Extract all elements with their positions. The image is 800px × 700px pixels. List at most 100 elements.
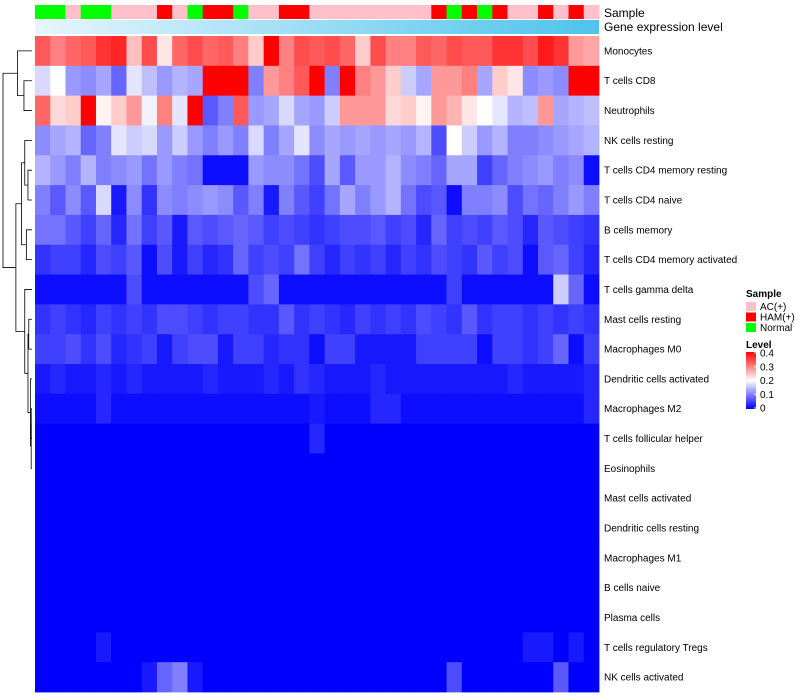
heatmap-cell (248, 214, 265, 246)
heatmap-cell (50, 453, 66, 484)
heatmap-cell (446, 453, 463, 484)
heatmap-cell (355, 274, 371, 305)
sample-legend-swatch (746, 323, 756, 332)
heatmap-cell (553, 304, 569, 335)
heatmap-cell (431, 483, 447, 514)
heatmap-cell (400, 393, 417, 425)
heatmap-cell (568, 214, 585, 246)
heatmap-cell (446, 334, 463, 365)
expression-level-bar (35, 20, 599, 34)
heatmap-cell (431, 513, 447, 544)
heatmap-cell (263, 453, 280, 484)
heatmap-cell (522, 95, 539, 126)
heatmap-cell (248, 274, 265, 305)
heatmap-cell (507, 214, 524, 246)
heatmap-cell (202, 602, 219, 633)
heatmap-cell (324, 214, 341, 246)
heatmap-cell (156, 36, 173, 67)
heatmap-cell (141, 453, 158, 484)
heatmap-cell (111, 393, 127, 425)
sample-annotation-cell (538, 5, 554, 19)
heatmap-cell (400, 513, 417, 544)
heatmap-cell (538, 483, 554, 514)
heatmap-cell (172, 513, 188, 544)
heatmap-cell (583, 393, 600, 425)
heatmap-cell (461, 244, 478, 275)
heatmap-cell (431, 155, 447, 186)
heatmap-cell (141, 364, 158, 395)
heatmap-cell (35, 185, 51, 216)
heatmap-cell (156, 364, 173, 395)
heatmap-cell (339, 65, 356, 97)
heatmap-cell (95, 36, 112, 67)
heatmap-cell (431, 364, 447, 395)
heatmap-cell (492, 632, 508, 663)
heatmap-cell (294, 155, 310, 186)
heatmap-cell (568, 95, 585, 126)
heatmap-cell (446, 632, 463, 663)
level-tick-label: 0 (760, 404, 766, 415)
heatmap-cell (492, 304, 508, 335)
heatmap-cell (568, 244, 585, 275)
heatmap-cell (568, 364, 585, 395)
heatmap-cell (111, 632, 127, 663)
sample-annotation-cell (309, 5, 326, 19)
heatmap-cell (324, 572, 341, 603)
heatmap-cell (172, 632, 188, 663)
heatmap-cell (263, 185, 280, 216)
heatmap-cell (461, 662, 478, 693)
heatmap-cell (172, 185, 188, 216)
heatmap-cell (50, 244, 66, 275)
heatmap-cell (446, 364, 463, 395)
heatmap-cell (65, 214, 82, 246)
heatmap-cell (248, 572, 265, 603)
heatmap-cell (80, 334, 97, 365)
sample-annotation-cell (263, 5, 280, 19)
heatmap-cell (477, 274, 493, 305)
heatmap-cell (233, 572, 249, 603)
heatmap-cell (202, 364, 219, 395)
heatmap-cell (339, 36, 356, 67)
heatmap-cell (95, 483, 112, 514)
heatmap-cell (217, 364, 234, 395)
heatmap-cell (80, 244, 97, 275)
heatmap-cell (309, 364, 326, 395)
heatmap-cell (141, 304, 158, 335)
heatmap-cell (324, 125, 341, 156)
heatmap-cell (431, 662, 447, 693)
heatmap-cell (416, 36, 432, 67)
heatmap-cell (522, 214, 539, 246)
heatmap-cell (339, 214, 356, 246)
heatmap-cell (263, 36, 280, 67)
heatmap-cell (370, 662, 386, 693)
heatmap-cell (233, 334, 249, 365)
heatmap-cell (80, 602, 97, 633)
heatmap-cell (568, 304, 585, 335)
heatmap-cell (217, 632, 234, 663)
heatmap-cell (385, 364, 402, 395)
heatmap-cell (568, 453, 585, 484)
heatmap-cell (538, 274, 554, 305)
heatmap-cell (233, 214, 249, 246)
heatmap-cell (522, 453, 539, 484)
row-label: Monocytes (604, 46, 652, 57)
heatmap-cell (35, 483, 51, 514)
heatmap-cell (202, 244, 219, 275)
heatmap-cell (324, 185, 341, 216)
heatmap-cell (339, 632, 356, 663)
heatmap-cell (538, 214, 554, 246)
heatmap-cell (583, 185, 600, 216)
heatmap-cell (446, 214, 463, 246)
level-tick-label: 0.1 (760, 390, 774, 401)
heatmap-cell (172, 274, 188, 305)
heatmap-cell (80, 393, 97, 425)
heatmap-cell (492, 244, 508, 275)
heatmap-cell (385, 453, 402, 484)
heatmap-cell (385, 65, 402, 97)
heatmap-cell (202, 155, 219, 186)
heatmap-cell (217, 542, 234, 574)
heatmap-cell (400, 602, 417, 633)
heatmap-cell (263, 542, 280, 574)
row-label: T cells CD4 naive (604, 196, 683, 207)
heatmap-cell (156, 155, 173, 186)
